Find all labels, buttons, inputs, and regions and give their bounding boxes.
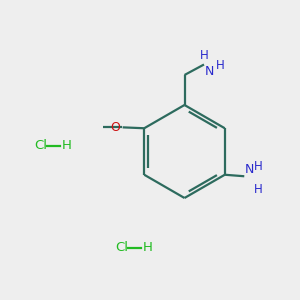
Text: H: H <box>254 160 262 173</box>
Text: N: N <box>244 163 254 176</box>
Text: H: H <box>142 241 152 254</box>
Text: Cl: Cl <box>34 139 47 152</box>
Text: Cl: Cl <box>116 241 128 254</box>
Text: H: H <box>254 183 262 196</box>
Text: N: N <box>204 65 214 78</box>
Text: H: H <box>215 58 224 72</box>
Text: H: H <box>61 139 71 152</box>
Text: O: O <box>110 121 120 134</box>
Text: H: H <box>200 49 208 62</box>
